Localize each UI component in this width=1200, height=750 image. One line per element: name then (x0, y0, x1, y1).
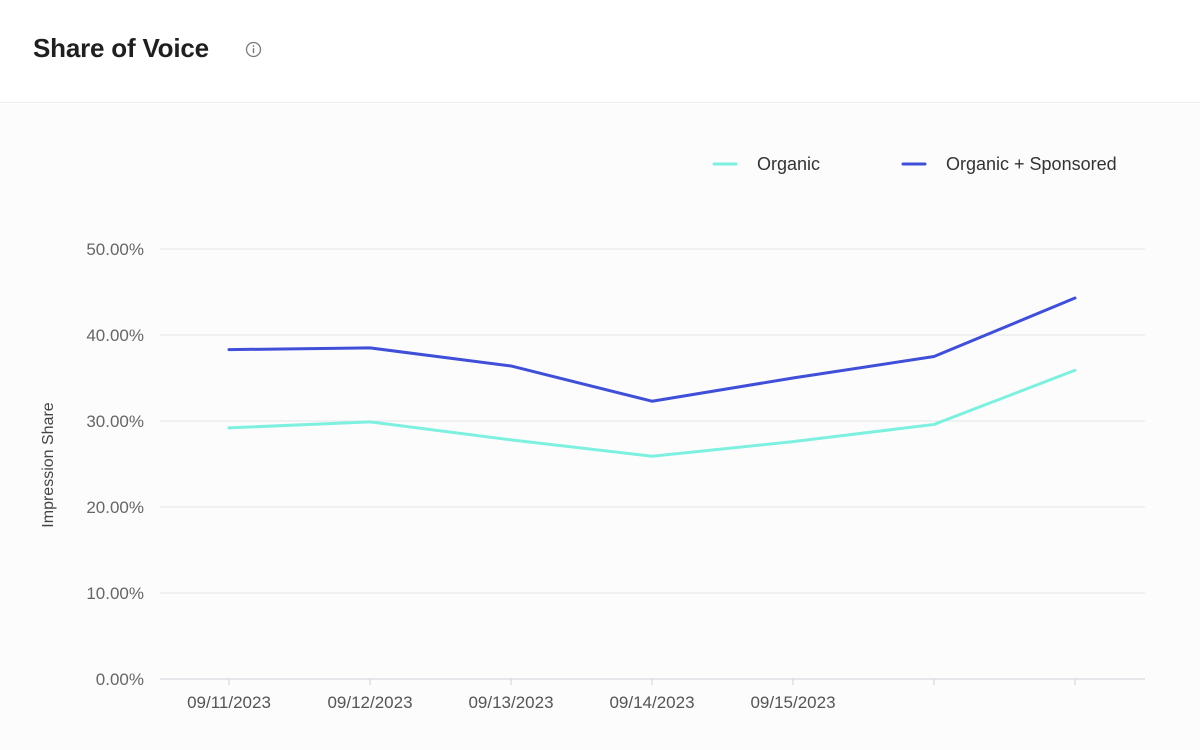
x-tick-label: 09/13/2023 (468, 693, 553, 712)
header: Share of Voice (0, 0, 1200, 103)
grid-lines (160, 248, 1145, 680)
legend-item-organic-sponsored[interactable]: Organic + Sponsored (901, 154, 1117, 174)
x-tick-label: 09/14/2023 (609, 693, 694, 712)
legend-label: Organic + Sponsored (946, 154, 1117, 174)
y-tick-label: 10.00% (86, 584, 144, 603)
y-tick-label: 20.00% (86, 498, 144, 517)
series-line-organic-sponsored (227, 296, 1077, 403)
y-tick-label: 50.00% (86, 240, 144, 259)
legend: Organic Organic + Sponsored (712, 154, 1117, 174)
x-tick-label: 09/12/2023 (327, 693, 412, 712)
legend-item-organic[interactable]: Organic (712, 154, 820, 174)
legend-label: Organic (757, 154, 820, 174)
x-tick-label: 09/11/2023 (187, 693, 271, 712)
y-tick-label: 30.00% (86, 412, 144, 431)
page-title: Share of Voice (33, 33, 209, 63)
series-lines (227, 296, 1077, 458)
y-tick-labels: 0.00% 10.00% 20.00% 30.00% 40.00% 50.00% (86, 240, 144, 689)
chart-background (0, 104, 1200, 750)
y-tick-label: 0.00% (96, 670, 144, 689)
x-tick-label: 09/15/2023 (750, 693, 835, 712)
y-tick-label: 40.00% (86, 326, 144, 345)
x-tick-labels: 09/11/2023 09/12/2023 09/13/2023 09/14/2023… (187, 679, 1076, 712)
y-axis-label: Impression Share (40, 402, 57, 527)
info-icon[interactable] (245, 41, 262, 58)
series-line-organic (227, 368, 1077, 458)
